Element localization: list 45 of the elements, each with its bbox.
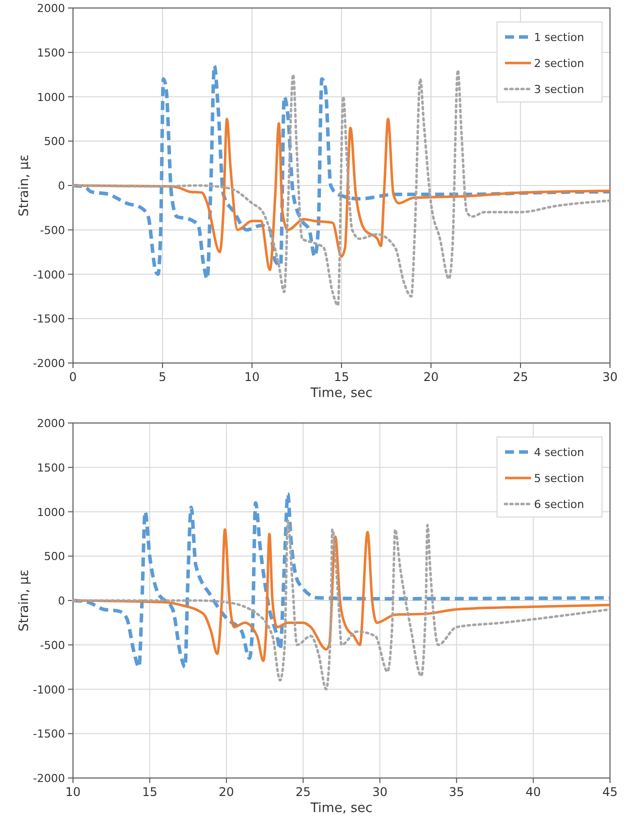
legend-label: 4 section (534, 446, 584, 459)
y-tick-label: 1500 (37, 461, 65, 474)
x-tick-label: 0 (69, 370, 77, 384)
y-tick-label: 2000 (37, 417, 65, 430)
x-tick-label: 20 (218, 785, 234, 799)
y-tick-label: -1000 (33, 268, 65, 282)
x-tick-label: 10 (65, 785, 81, 799)
legend-label: 6 section (534, 498, 584, 511)
y-axis-title: Strain, με (17, 154, 32, 217)
legend-label: 3 section (534, 83, 584, 96)
x-tick-label: 20 (423, 370, 439, 384)
legend-label: 2 section (534, 57, 584, 70)
line-series (71, 492, 612, 669)
x-tick-label: 40 (526, 785, 541, 799)
y-axis-title: Strain, με (17, 569, 32, 632)
y-tick-label: 0 (58, 594, 65, 608)
x-tick-label: 25 (296, 785, 311, 799)
y-tick-label: 0 (58, 180, 65, 192)
x-tick-label: 30 (372, 785, 388, 799)
y-tick-label: -500 (40, 638, 65, 652)
x-tick-label: 15 (142, 785, 158, 799)
x-tick-label: 45 (602, 785, 618, 799)
x-tick-label: 35 (448, 785, 464, 799)
y-tick-label: 500 (44, 135, 65, 148)
y-tick-label: -1000 (33, 683, 65, 696)
y-tick-label: -500 (40, 224, 65, 237)
x-axis-title: Time, sec (310, 801, 372, 816)
x-axis-title: Time, sec (310, 386, 372, 401)
x-tick-label: 10 (244, 370, 260, 384)
y-tick-label: -2000 (33, 772, 65, 785)
x-tick-label: 25 (512, 370, 528, 384)
line-series (72, 519, 612, 690)
y-tick-label: -1500 (33, 312, 65, 326)
legend-label: 1 section (534, 31, 584, 44)
y-tick-label: -1500 (33, 728, 65, 741)
x-tick-label: 30 (602, 370, 618, 384)
x-tick-label: 5 (158, 370, 166, 384)
legend-label: 5 section (534, 472, 584, 485)
y-tick-label: 1500 (37, 46, 65, 60)
y-tick-label: -2000 (33, 357, 65, 370)
x-tick-label: 15 (334, 370, 350, 384)
y-tick-label: 1000 (37, 90, 65, 104)
y-tick-label: 500 (44, 550, 65, 564)
y-tick-label: 2000 (37, 2, 65, 15)
y-tick-label: 1000 (37, 506, 65, 519)
